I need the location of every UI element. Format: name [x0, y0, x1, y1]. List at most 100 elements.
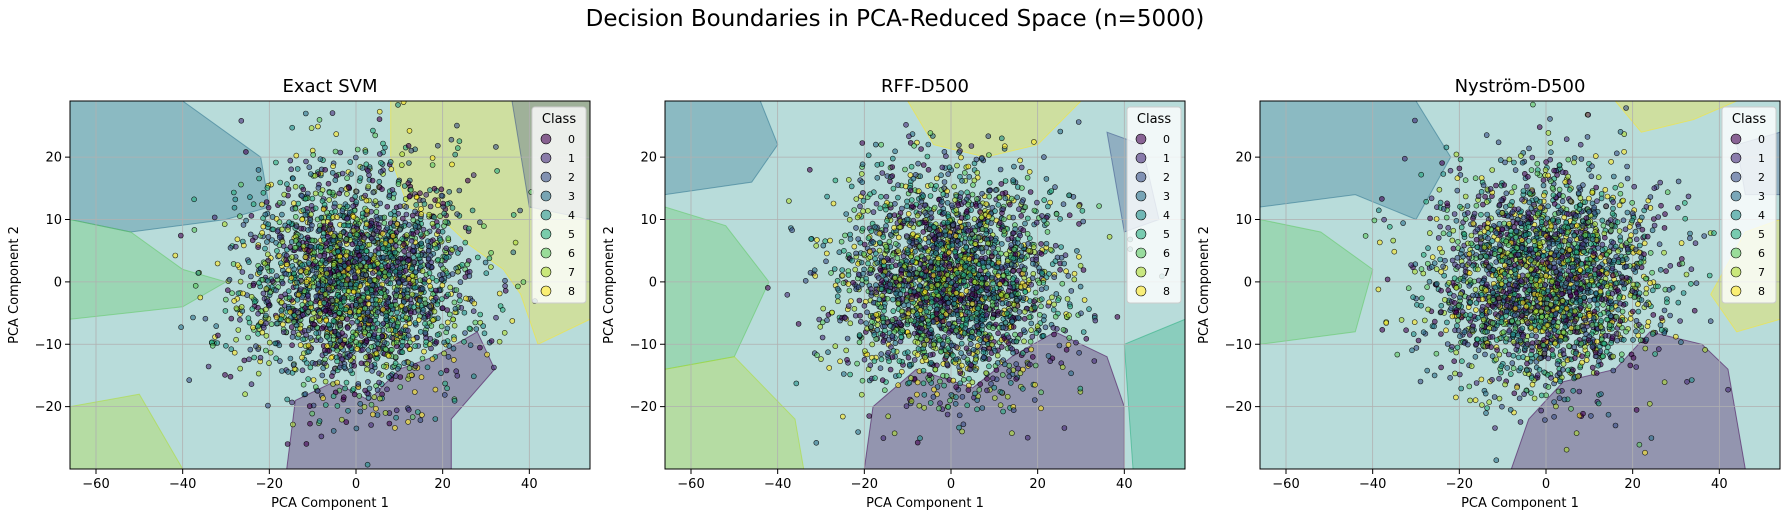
data-point [1000, 273, 1007, 279]
data-point [948, 342, 955, 349]
data-point [405, 327, 411, 334]
data-point [332, 208, 339, 215]
y-tick-label: −10 [35, 338, 62, 353]
data-point [322, 291, 329, 297]
data-point [247, 346, 254, 353]
data-point [462, 239, 469, 246]
data-point [977, 203, 984, 209]
data-point [409, 266, 415, 272]
data-point [445, 235, 452, 242]
data-point [336, 310, 343, 316]
data-point [432, 416, 439, 422]
data-point [882, 227, 889, 233]
data-point [376, 108, 383, 115]
data-point [892, 201, 898, 207]
data-point [976, 330, 982, 337]
data-point [365, 395, 372, 401]
data-point [898, 368, 905, 375]
data-point [948, 392, 955, 398]
data-point [874, 322, 881, 328]
legend-label: 3 [568, 190, 575, 203]
data-point [1034, 323, 1041, 330]
data-point [379, 186, 385, 192]
data-point [868, 324, 874, 330]
data-point [922, 210, 928, 216]
data-point [412, 208, 418, 215]
data-point [1062, 252, 1069, 258]
data-point [433, 295, 439, 301]
data-point [994, 264, 1001, 271]
data-point [434, 301, 441, 308]
data-point [376, 151, 383, 157]
data-point [266, 339, 273, 346]
data-point [307, 335, 314, 341]
data-point [429, 220, 436, 227]
data-point [293, 322, 300, 328]
data-point [950, 222, 956, 228]
data-point [318, 244, 324, 251]
data-point [241, 357, 248, 364]
data-point [380, 320, 387, 327]
data-point [319, 325, 325, 332]
legend-marker [540, 228, 552, 240]
data-point [317, 191, 324, 197]
data-point [335, 271, 342, 278]
data-point [1017, 370, 1024, 377]
data-point [339, 208, 346, 214]
data-point [256, 175, 262, 182]
legend-marker [540, 209, 552, 221]
data-point [890, 296, 896, 303]
x-tick-label: −20 [256, 477, 283, 492]
data-point [897, 210, 904, 216]
data-point [1031, 139, 1037, 145]
data-point [1009, 430, 1015, 437]
data-point [446, 343, 453, 349]
data-point [300, 336, 306, 343]
data-point [299, 216, 305, 223]
data-point [382, 240, 389, 247]
data-point [406, 193, 413, 200]
data-point [303, 269, 310, 275]
data-point [858, 391, 865, 398]
data-point [365, 325, 372, 332]
data-point [958, 259, 965, 265]
data-point [1080, 267, 1087, 273]
data-point [793, 380, 800, 387]
data-point [292, 238, 299, 244]
data-point [316, 253, 323, 259]
data-point [343, 252, 350, 259]
data-point [941, 149, 948, 155]
data-point [944, 304, 951, 311]
legend-label: 8 [568, 285, 575, 298]
data-point [917, 435, 923, 442]
data-point [1043, 285, 1050, 291]
data-point [352, 154, 359, 161]
data-point [365, 183, 372, 190]
data-point [302, 110, 309, 117]
data-point [364, 360, 370, 367]
data-point [469, 207, 476, 214]
data-point [359, 210, 366, 217]
data-point [316, 116, 323, 123]
data-point [927, 259, 934, 265]
data-point [1005, 340, 1012, 346]
data-point [425, 262, 432, 269]
data-point [214, 340, 220, 346]
data-point [289, 399, 295, 406]
data-point [351, 362, 358, 369]
data-point [330, 163, 336, 169]
data-point [357, 262, 364, 269]
data-point [827, 237, 833, 244]
data-point [313, 298, 319, 305]
data-point [1031, 397, 1038, 403]
data-point [457, 279, 464, 285]
data-point [409, 291, 416, 298]
data-point [300, 207, 307, 213]
axes-frame [69, 100, 591, 470]
data-point [264, 251, 271, 258]
data-point [921, 341, 928, 348]
data-point [363, 338, 370, 344]
data-point [374, 340, 381, 347]
data-point [259, 277, 266, 283]
y-tick-label: −20 [35, 400, 62, 415]
